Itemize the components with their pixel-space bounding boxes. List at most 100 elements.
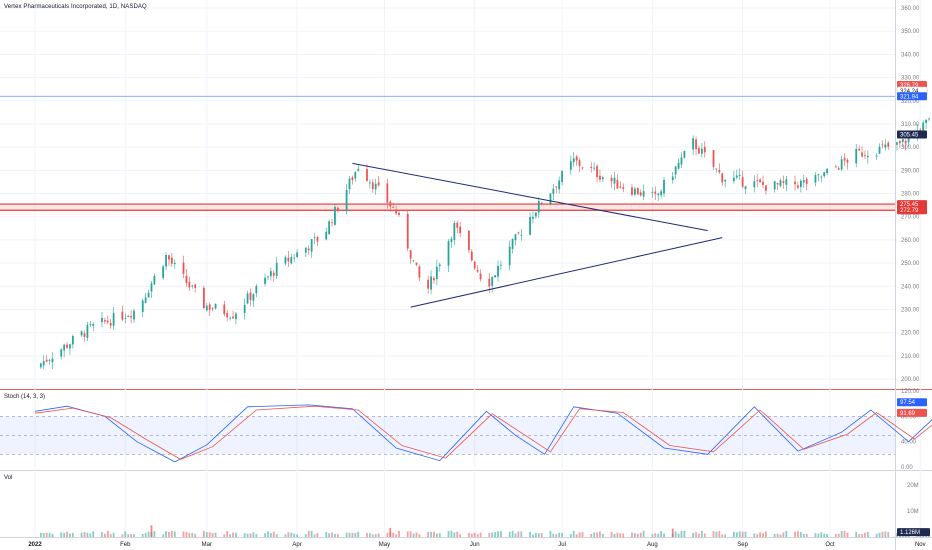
volume-bar[interactable] — [622, 533, 625, 537]
volume-bar[interactable] — [683, 531, 686, 537]
candle[interactable] — [235, 313, 237, 320]
candle[interactable] — [165, 254, 167, 267]
volume-bar[interactable] — [395, 534, 397, 537]
candle[interactable] — [491, 276, 494, 286]
stoch-indicator-label[interactable]: Stoch (14, 3, 3) — [4, 394, 46, 400]
volume-bar[interactable] — [366, 533, 368, 537]
volume-bar[interactable] — [103, 533, 106, 537]
volume-bar[interactable] — [377, 533, 380, 537]
triangle-upper-trendline[interactable] — [352, 162, 708, 232]
candle[interactable] — [532, 216, 534, 219]
volume-bar[interactable] — [500, 531, 502, 537]
candle[interactable] — [334, 206, 336, 225]
candle[interactable] — [762, 181, 764, 185]
candle[interactable] — [162, 266, 165, 278]
candle[interactable] — [211, 308, 214, 310]
volume-bar[interactable] — [459, 534, 462, 537]
volume-bar[interactable] — [188, 532, 191, 537]
candle[interactable] — [205, 305, 208, 311]
volume-bar[interactable] — [663, 533, 665, 537]
volume-bar[interactable] — [168, 532, 170, 537]
candle[interactable] — [188, 281, 191, 288]
candle[interactable] — [805, 178, 808, 184]
candle[interactable] — [296, 252, 298, 258]
volume-bar[interactable] — [820, 532, 823, 537]
candle[interactable] — [109, 322, 112, 326]
volume-bar[interactable] — [599, 531, 601, 537]
candle[interactable] — [695, 139, 697, 150]
candle[interactable] — [479, 273, 482, 280]
volume-bar[interactable] — [735, 532, 738, 537]
volume-bar[interactable] — [153, 531, 156, 537]
volume-bar[interactable] — [773, 533, 776, 537]
candle[interactable] — [779, 180, 782, 187]
volume-bar[interactable] — [858, 534, 861, 537]
volume-bar[interactable] — [223, 534, 226, 537]
candle[interactable] — [307, 248, 310, 251]
candle[interactable] — [622, 187, 625, 189]
volume-bar[interactable] — [42, 532, 45, 537]
candle[interactable] — [549, 193, 552, 204]
volume-bar[interactable] — [60, 532, 63, 537]
volume-bar[interactable] — [517, 531, 520, 537]
volume-bar[interactable] — [182, 531, 185, 537]
volume-bar[interactable] — [86, 532, 89, 537]
volume-spike-bar[interactable] — [150, 525, 153, 537]
candle[interactable] — [896, 142, 898, 145]
candle[interactable] — [613, 177, 616, 184]
candle[interactable] — [150, 283, 153, 292]
volume-bar[interactable] — [613, 533, 616, 537]
candle[interactable] — [80, 331, 83, 336]
volume-bar[interactable] — [252, 532, 255, 537]
volume-bar[interactable] — [470, 533, 473, 537]
price-pane[interactable] — [0, 74, 932, 370]
candle[interactable] — [922, 122, 925, 134]
candle[interactable] — [459, 226, 462, 234]
candle[interactable] — [226, 313, 229, 318]
candle[interactable] — [765, 185, 767, 191]
candle[interactable] — [69, 344, 71, 349]
candle[interactable] — [575, 156, 578, 161]
volume-bar[interactable] — [651, 534, 654, 537]
candle[interactable] — [799, 180, 802, 188]
volume-bar[interactable] — [581, 532, 584, 537]
candle[interactable] — [802, 180, 805, 183]
volume-bar[interactable] — [636, 533, 639, 537]
candle[interactable] — [345, 189, 348, 212]
volume-bar[interactable] — [284, 534, 287, 537]
volume-bar[interactable] — [479, 532, 482, 537]
volume-bar[interactable] — [802, 533, 805, 537]
volume-bar[interactable] — [374, 534, 377, 537]
candle[interactable] — [753, 181, 756, 188]
candle[interactable] — [654, 191, 657, 194]
volume-bar[interactable] — [817, 533, 820, 537]
candle[interactable] — [631, 187, 633, 195]
candle[interactable] — [663, 179, 665, 194]
candle[interactable] — [389, 201, 392, 207]
volume-bar[interactable] — [896, 533, 898, 537]
candle[interactable] — [537, 200, 540, 213]
volume-bar[interactable] — [287, 532, 290, 537]
volume-bar[interactable] — [552, 533, 555, 537]
candle[interactable] — [92, 324, 95, 326]
candle[interactable] — [147, 292, 150, 298]
volume-bar[interactable] — [799, 532, 802, 537]
candle[interactable] — [817, 174, 820, 176]
volume-bar[interactable] — [534, 532, 537, 537]
candle[interactable] — [42, 361, 45, 366]
candle[interactable] — [866, 155, 869, 158]
volume-spike-bar[interactable] — [671, 528, 674, 537]
volume-bar[interactable] — [101, 532, 103, 537]
volume-bar[interactable] — [529, 531, 531, 537]
candle[interactable] — [63, 344, 66, 351]
volume-bar[interactable] — [296, 534, 298, 537]
candle[interactable] — [264, 277, 266, 284]
candle[interactable] — [683, 150, 686, 158]
candle[interactable] — [409, 250, 412, 259]
candle[interactable] — [500, 264, 502, 266]
volume-bar[interactable] — [887, 532, 890, 537]
volume-bar[interactable] — [762, 533, 764, 537]
candle[interactable] — [398, 212, 400, 215]
volume-bar[interactable] — [837, 533, 840, 537]
candle[interactable] — [593, 167, 596, 169]
